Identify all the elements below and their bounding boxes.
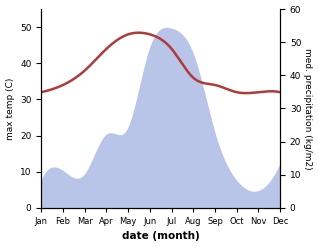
Y-axis label: max temp (C): max temp (C): [5, 77, 15, 140]
X-axis label: date (month): date (month): [122, 231, 200, 242]
Y-axis label: med. precipitation (kg/m2): med. precipitation (kg/m2): [303, 48, 313, 169]
